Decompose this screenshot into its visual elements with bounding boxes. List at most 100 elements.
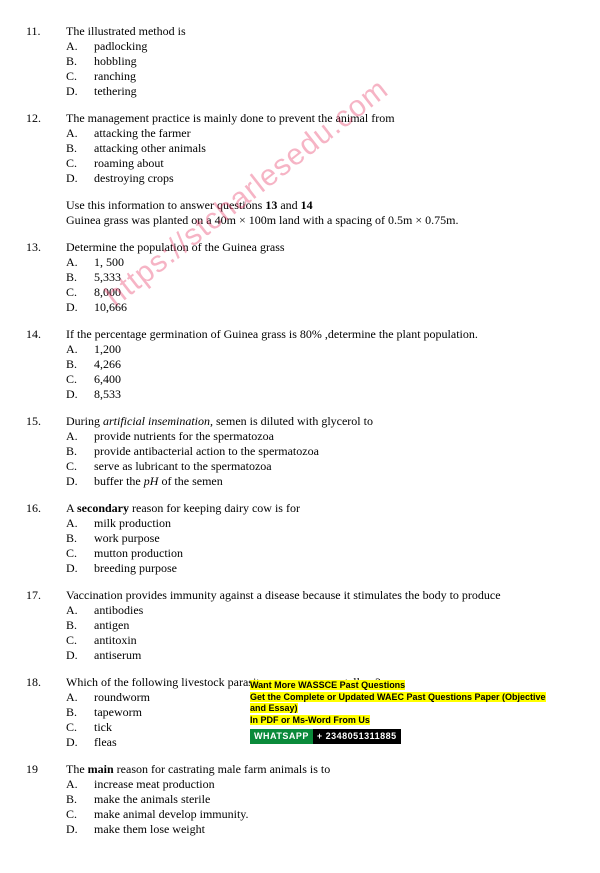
option-letter: B. bbox=[66, 270, 94, 285]
option-letter: A. bbox=[66, 429, 94, 444]
option-row: D.tethering bbox=[66, 84, 574, 99]
option-letter: D. bbox=[66, 474, 94, 489]
option-text: 8,533 bbox=[94, 387, 121, 402]
option-letter: C. bbox=[66, 156, 94, 171]
option-row: A.1, 500 bbox=[66, 255, 574, 270]
question-text: A secondary reason for keeping dairy cow… bbox=[66, 501, 574, 516]
option-text: increase meat production bbox=[94, 777, 215, 792]
ctx-l1d: 14 bbox=[301, 198, 313, 212]
question-body: During artificial insemination, semen is… bbox=[66, 414, 574, 489]
option-text: milk production bbox=[94, 516, 171, 531]
option-letter: C. bbox=[66, 285, 94, 300]
question-number: 17. bbox=[26, 588, 66, 663]
question-body: Determine the population of the Guinea g… bbox=[66, 240, 574, 315]
question-body: Vaccination provides immunity against a … bbox=[66, 588, 574, 663]
option-letter: D. bbox=[66, 822, 94, 837]
ctx-line2: Guinea grass was planted on a 40m × 100m… bbox=[66, 213, 574, 228]
option-text: attacking other animals bbox=[94, 141, 206, 156]
option-letter: B. bbox=[66, 531, 94, 546]
option-letter: D. bbox=[66, 735, 94, 750]
ctx-l1c: and bbox=[277, 198, 300, 212]
option-row: B.make the animals sterile bbox=[66, 792, 574, 807]
option-letter: C. bbox=[66, 720, 94, 735]
option-letter: D. bbox=[66, 648, 94, 663]
promo-l2: Get the Complete or Updated WAEC Past Qu… bbox=[250, 692, 546, 714]
option-row: D.8,533 bbox=[66, 387, 574, 402]
option-text: mutton production bbox=[94, 546, 183, 561]
question-number: 12. bbox=[26, 111, 66, 186]
option-letter: A. bbox=[66, 777, 94, 792]
option-row: D.buffer the pH of the semen bbox=[66, 474, 574, 489]
option-row: A.antibodies bbox=[66, 603, 574, 618]
option-text: 8,000 bbox=[94, 285, 121, 300]
option-text: serve as lubricant to the spermatozoa bbox=[94, 459, 272, 474]
question-body: The management practice is mainly done t… bbox=[66, 111, 574, 186]
option-letter: B. bbox=[66, 141, 94, 156]
question-block: 19The main reason for castrating male fa… bbox=[26, 762, 574, 837]
option-row: D.10,666 bbox=[66, 300, 574, 315]
option-row: B.antigen bbox=[66, 618, 574, 633]
question-number: 14. bbox=[26, 327, 66, 402]
option-row: A.attacking the farmer bbox=[66, 126, 574, 141]
option-letter: A. bbox=[66, 126, 94, 141]
question-text: The illustrated method is bbox=[66, 24, 574, 39]
context-block: Use this information to answer questions… bbox=[66, 198, 574, 228]
option-text: antitoxin bbox=[94, 633, 137, 648]
option-letter: B. bbox=[66, 54, 94, 69]
options-list: A.padlockingB.hobblingC.ranchingD.tether… bbox=[66, 39, 574, 99]
option-text: 6,400 bbox=[94, 372, 121, 387]
option-text: tick bbox=[94, 720, 112, 735]
question-number: 18. bbox=[26, 675, 66, 750]
option-text: 1, 500 bbox=[94, 255, 124, 270]
option-text: 4,266 bbox=[94, 357, 121, 372]
option-row: C.antitoxin bbox=[66, 633, 574, 648]
question-text: During artificial insemination, semen is… bbox=[66, 414, 574, 429]
promo-block: Want More WASSCE Past Questions Get the … bbox=[250, 680, 560, 744]
option-text: buffer the pH of the semen bbox=[94, 474, 223, 489]
option-text: ranching bbox=[94, 69, 136, 84]
option-row: A.provide nutrients for the spermatozoa bbox=[66, 429, 574, 444]
promo-l3: In PDF or Ms-Word From Us bbox=[250, 715, 370, 725]
question-block: 12.The management practice is mainly don… bbox=[26, 111, 574, 186]
option-text: tapeworm bbox=[94, 705, 142, 720]
option-letter: C. bbox=[66, 372, 94, 387]
option-letter: A. bbox=[66, 516, 94, 531]
option-row: C.6,400 bbox=[66, 372, 574, 387]
option-letter: B. bbox=[66, 357, 94, 372]
question-body: A secondary reason for keeping dairy cow… bbox=[66, 501, 574, 576]
option-row: D.antiserum bbox=[66, 648, 574, 663]
option-text: 1,200 bbox=[94, 342, 121, 357]
option-row: C.ranching bbox=[66, 69, 574, 84]
option-letter: A. bbox=[66, 39, 94, 54]
option-letter: C. bbox=[66, 807, 94, 822]
question-text: If the percentage germination of Guinea … bbox=[66, 327, 574, 342]
option-row: D.breeding purpose bbox=[66, 561, 574, 576]
option-text: roaming about bbox=[94, 156, 164, 171]
option-text: 10,666 bbox=[94, 300, 127, 315]
option-letter: B. bbox=[66, 705, 94, 720]
question-block: 11.The illustrated method isA.padlocking… bbox=[26, 24, 574, 99]
option-text: antibodies bbox=[94, 603, 143, 618]
question-number: 13. bbox=[26, 240, 66, 315]
option-text: work purpose bbox=[94, 531, 160, 546]
ctx-l1b: 13 bbox=[265, 198, 277, 212]
options-list: A.provide nutrients for the spermatozoaB… bbox=[66, 429, 574, 489]
option-letter: C. bbox=[66, 546, 94, 561]
option-row: C.8,000 bbox=[66, 285, 574, 300]
question-block: 15.During artificial insemination, semen… bbox=[26, 414, 574, 489]
option-text: destroying crops bbox=[94, 171, 174, 186]
question-body: If the percentage germination of Guinea … bbox=[66, 327, 574, 402]
option-row: A.increase meat production bbox=[66, 777, 574, 792]
option-row: C.roaming about bbox=[66, 156, 574, 171]
option-text: antigen bbox=[94, 618, 129, 633]
option-row: B.hobbling bbox=[66, 54, 574, 69]
option-text: make the animals sterile bbox=[94, 792, 210, 807]
option-letter: B. bbox=[66, 618, 94, 633]
options-list: A.1,200B.4,266C.6,400D.8,533 bbox=[66, 342, 574, 402]
option-row: B.4,266 bbox=[66, 357, 574, 372]
promo-l1: Want More WASSCE Past Questions bbox=[250, 680, 405, 690]
option-text: make animal develop immunity. bbox=[94, 807, 249, 822]
question-number: 19 bbox=[26, 762, 66, 837]
question-block: 17.Vaccination provides immunity against… bbox=[26, 588, 574, 663]
option-row: A.1,200 bbox=[66, 342, 574, 357]
